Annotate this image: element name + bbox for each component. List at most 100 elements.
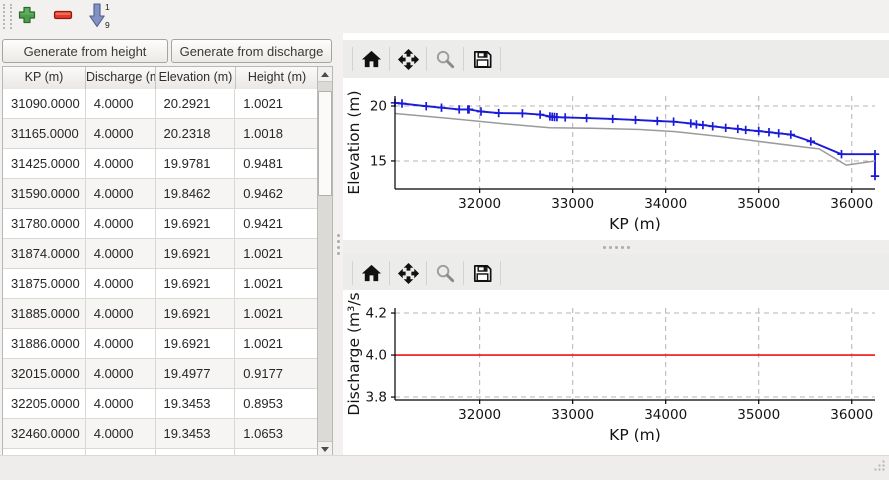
table-cell[interactable]: 19.9781 (156, 149, 236, 178)
table-cell[interactable]: 4.0000 (86, 389, 156, 418)
svg-text:1: 1 (105, 2, 110, 12)
table-cell[interactable]: 31425.0000 (3, 149, 86, 178)
table-cell[interactable]: 19.6921 (156, 329, 236, 358)
table-cell[interactable] (86, 449, 156, 456)
table-cell[interactable]: 4.0000 (86, 269, 156, 298)
table-row[interactable]: 31425.0000 4.0000 19.9781 0.9481 (3, 149, 317, 179)
table-cell[interactable]: 31874.0000 (3, 239, 86, 268)
plus-icon (17, 5, 37, 28)
table-cell[interactable]: 19.6921 (156, 239, 236, 268)
table-cell[interactable]: 19.6921 (156, 209, 236, 238)
elevation-chart[interactable]: 32000 33000 34000 35000 36000 15 20 KP (m) Eleva… (343, 78, 889, 240)
table-cell[interactable]: 0.8953 (243, 396, 284, 411)
table-row[interactable]: 32205.0000 4.0000 19.3453 0.8953 (3, 389, 317, 419)
table-vertical-scrollbar[interactable] (317, 67, 332, 456)
scroll-down-button[interactable] (318, 441, 332, 456)
table-row[interactable]: 31780.0000 4.0000 19.6921 0.9421 (3, 209, 317, 239)
generate-from-height-button[interactable]: Generate from height (2, 39, 168, 63)
table-cell[interactable]: 32205.0000 (3, 389, 86, 418)
table-cell[interactable]: 20.2318 (156, 119, 236, 148)
svg-text:4.0: 4.0 (366, 348, 387, 364)
column-header-discharge[interactable]: Discharge (m³/s) (86, 67, 156, 89)
table-cell[interactable]: 31875.0000 (3, 269, 86, 298)
table-cell[interactable]: 1.0021 (243, 336, 284, 351)
column-header-height[interactable]: Height (m) (247, 70, 307, 84)
plot-splitter-horizontal[interactable] (343, 240, 889, 254)
table-cell[interactable]: 20.2921 (156, 89, 236, 118)
column-header-kp[interactable]: KP (m) (3, 67, 86, 89)
scroll-up-button[interactable] (318, 67, 332, 82)
scrollbar-thumb[interactable] (318, 91, 332, 196)
table-cell[interactable]: 4.0000 (86, 299, 156, 328)
table-cell[interactable]: 4.0000 (86, 119, 156, 148)
table-cell[interactable]: 4.0000 (86, 419, 156, 448)
table-cell[interactable]: 32015.0000 (3, 359, 86, 388)
home-icon[interactable] (356, 258, 386, 288)
table-row[interactable]: 31090.0000 4.0000 20.2921 1.0021 (3, 89, 317, 119)
table-cell[interactable]: 1.0021 (243, 96, 284, 111)
discharge-chart[interactable]: 32000 33000 34000 35000 36000 3.8 4.0 4.2 KP (m)… (343, 290, 889, 455)
table-cell[interactable]: 31885.0000 (3, 299, 86, 328)
table-cell[interactable]: 0.9462 (243, 186, 284, 201)
table-row[interactable]: 31886.0000 4.0000 19.6921 1.0021 (3, 329, 317, 359)
table-row[interactable]: 31874.0000 4.0000 19.6921 1.0021 (3, 239, 317, 269)
table-cell[interactable]: 4.0000 (86, 329, 156, 358)
svg-text:33000: 33000 (551, 407, 594, 423)
table-cell[interactable]: 0.9421 (243, 216, 284, 231)
panel-splitter-vertical[interactable] (333, 33, 343, 455)
toolbar-drag-handle[interactable] (3, 4, 12, 29)
table-cell[interactable]: 1.0021 (243, 246, 284, 261)
zoom-icon[interactable] (430, 44, 460, 74)
zoom-icon[interactable] (430, 258, 460, 288)
table-cell[interactable] (3, 449, 86, 456)
table-cell[interactable]: 31165.0000 (3, 119, 86, 148)
table-row[interactable]: 32015.0000 4.0000 19.4977 0.9177 (3, 359, 317, 389)
table-cell[interactable]: 19.6921 (156, 269, 236, 298)
add-row-button[interactable] (12, 2, 42, 31)
table-cell[interactable]: 4.0000 (86, 89, 156, 118)
table-row[interactable]: 32460.0000 4.0000 19.3453 1.0653 (3, 419, 317, 449)
table-row[interactable]: 31885.0000 4.0000 19.6921 1.0021 (3, 299, 317, 329)
pan-icon[interactable] (393, 44, 423, 74)
table-cell[interactable]: 4.0000 (86, 239, 156, 268)
svg-text:Discharge (m³/s: Discharge (m³/s (345, 292, 363, 415)
table-row[interactable]: 31165.0000 4.0000 20.2318 1.0018 (3, 119, 317, 149)
table-cell[interactable]: 1.0021 (243, 276, 284, 291)
table-cell[interactable]: 19.8462 (156, 179, 236, 208)
column-header-elevation[interactable]: Elevation (m) (156, 67, 236, 89)
table-cell[interactable]: 4.0000 (86, 149, 156, 178)
table-cell[interactable]: 31090.0000 (3, 89, 86, 118)
pan-icon[interactable] (393, 258, 423, 288)
table-cell[interactable]: 4.0000 (86, 209, 156, 238)
table-cell[interactable]: 4.0000 (86, 179, 156, 208)
table-row[interactable]: 31590.0000 4.0000 19.8462 0.9462 (3, 179, 317, 209)
table-cell[interactable]: 1.0021 (243, 306, 284, 321)
table-cell[interactable]: 31590.0000 (3, 179, 86, 208)
table-cell[interactable]: 31886.0000 (3, 329, 86, 358)
table-cell[interactable]: 0.9481 (243, 156, 284, 171)
table-cell[interactable]: 19.6921 (156, 299, 236, 328)
table-cell[interactable]: 19.3453 (156, 419, 236, 448)
save-icon[interactable] (467, 258, 497, 288)
sort-ascending-button[interactable]: 1 9 (84, 2, 114, 31)
table-header-row: KP (m) Discharge (m³/s) Elevation (m) He… (3, 67, 332, 90)
table-cell[interactable]: 1.0018 (243, 126, 284, 141)
table-cell[interactable]: 31780.0000 (3, 209, 86, 238)
remove-row-button[interactable] (48, 2, 78, 31)
table-row[interactable]: 31875.0000 4.0000 19.6921 1.0021 (3, 269, 317, 299)
table-cell[interactable]: 19.3453 (156, 389, 236, 418)
table-cell[interactable]: 1.0653 (243, 426, 284, 441)
table-cell[interactable]: 19.4977 (156, 359, 236, 388)
triangle-down-icon (321, 446, 329, 452)
table-cell[interactable]: 32460.0000 (3, 419, 86, 448)
table-row-partial[interactable] (3, 449, 317, 456)
home-icon[interactable] (356, 44, 386, 74)
svg-text:34000: 34000 (644, 407, 687, 423)
table-cell[interactable] (156, 449, 236, 456)
save-icon[interactable] (467, 44, 497, 74)
window-resize-grip-icon[interactable] (873, 459, 886, 477)
table-cell[interactable]: 0.9177 (243, 366, 284, 381)
status-bar (0, 455, 889, 480)
generate-from-discharge-button[interactable]: Generate from discharge (171, 39, 332, 63)
table-cell[interactable]: 4.0000 (86, 359, 156, 388)
